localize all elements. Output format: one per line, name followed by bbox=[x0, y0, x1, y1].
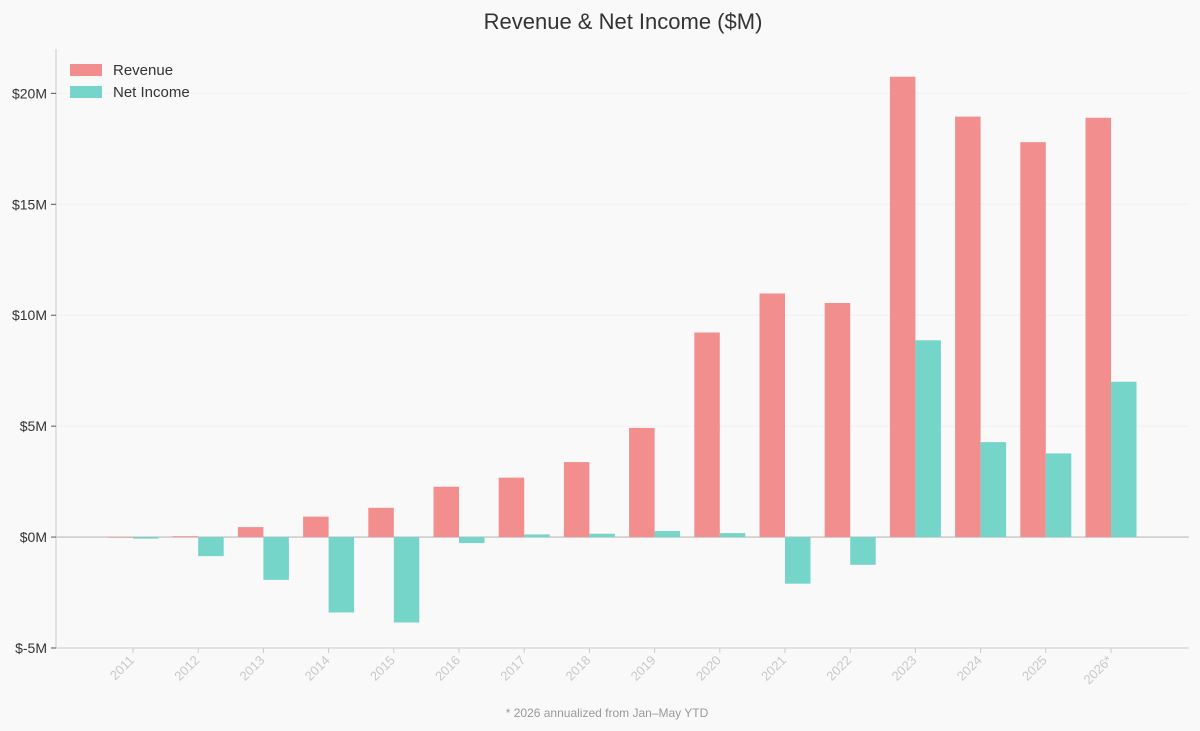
x-tick-label: 2022 bbox=[823, 653, 854, 684]
bar-net-income bbox=[198, 537, 224, 557]
bar-net-income bbox=[654, 531, 681, 538]
bar-revenue bbox=[629, 427, 655, 538]
bar-net-income bbox=[980, 442, 1007, 538]
bar-net-income bbox=[328, 537, 355, 613]
bar-net-income bbox=[785, 537, 811, 584]
bar-revenue bbox=[694, 332, 720, 538]
bar-revenue bbox=[107, 537, 133, 538]
x-tick-label: 2017 bbox=[497, 653, 528, 684]
bar-net-income bbox=[1045, 453, 1072, 538]
y-tick-label: $10M bbox=[12, 307, 47, 323]
y-tick-label: $20M bbox=[12, 85, 47, 101]
chart-title: Revenue & Net Income ($M) bbox=[484, 9, 763, 34]
bar-net-income bbox=[915, 340, 941, 538]
legend-label-net-income: Net Income bbox=[113, 84, 190, 101]
bar-net-income bbox=[459, 537, 485, 544]
x-tick-label: 2011 bbox=[107, 653, 137, 683]
bar-net-income bbox=[589, 533, 615, 538]
bar-net-income bbox=[524, 534, 550, 538]
x-tick-label: 2013 bbox=[236, 653, 267, 684]
chart-footnote: * 2026 annualized from Jan–May YTD bbox=[506, 706, 709, 720]
x-tick-label: 2014 bbox=[302, 653, 333, 684]
bar-revenue bbox=[889, 76, 916, 538]
x-tick-label: 2021 bbox=[758, 653, 789, 684]
bar-net-income bbox=[719, 533, 746, 538]
bar-net-income bbox=[393, 537, 420, 623]
bar-revenue bbox=[1085, 117, 1111, 538]
legend: Revenue Net Income bbox=[70, 62, 190, 101]
y-ticks: $-5M $0M $5M $10M $15M $20M bbox=[12, 85, 56, 656]
bar-revenue bbox=[563, 462, 590, 538]
bars bbox=[107, 76, 1137, 623]
x-tick-label: 2023 bbox=[888, 653, 919, 684]
bar-revenue bbox=[824, 303, 851, 538]
bar-net-income bbox=[1111, 381, 1137, 538]
x-tick-label: 2024 bbox=[954, 653, 985, 684]
y-tick-label: $-5M bbox=[15, 640, 47, 656]
legend-label-revenue: Revenue bbox=[113, 62, 173, 79]
x-tick-label: 2026* bbox=[1080, 653, 1115, 688]
gridlines bbox=[56, 92, 1189, 538]
legend-swatch-net-income bbox=[70, 86, 102, 98]
bar-net-income bbox=[133, 537, 159, 539]
bar-revenue bbox=[303, 516, 329, 538]
bar-revenue bbox=[237, 527, 264, 538]
x-tick-label: 2015 bbox=[367, 653, 398, 684]
x-tick-label: 2012 bbox=[171, 653, 202, 684]
axes bbox=[55, 49, 1189, 649]
bar-net-income bbox=[263, 537, 289, 580]
x-tick-label: 2025 bbox=[1019, 653, 1050, 684]
bar-revenue bbox=[368, 507, 394, 538]
x-tick-label: 2016 bbox=[432, 653, 463, 684]
bar-revenue bbox=[759, 293, 785, 538]
x-tick-label: 2018 bbox=[562, 653, 593, 684]
bar-net-income bbox=[850, 537, 876, 565]
x-ticks: 2011 2012 2013 2014 2015 2016 2017 2018 2019 2020… bbox=[107, 648, 1115, 687]
bar-revenue bbox=[1020, 142, 1046, 538]
bar-revenue bbox=[172, 536, 199, 538]
bar-revenue bbox=[498, 477, 525, 538]
x-tick-label: 2020 bbox=[693, 653, 724, 684]
y-tick-label: $15M bbox=[12, 196, 47, 212]
bar-revenue bbox=[955, 116, 981, 538]
y-tick-label: $5M bbox=[20, 418, 47, 434]
x-tick-label: 2019 bbox=[628, 653, 659, 684]
y-tick-label: $0M bbox=[20, 529, 47, 545]
legend-swatch-revenue bbox=[70, 64, 102, 76]
bar-revenue bbox=[433, 486, 459, 538]
